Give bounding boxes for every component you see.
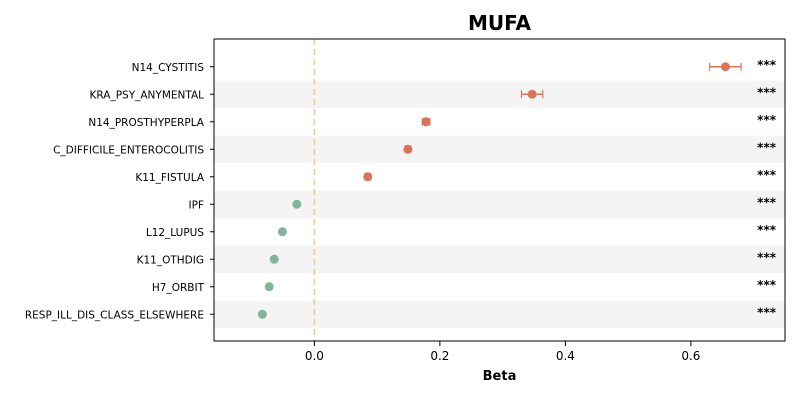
x-axis: 0.0 0.2 0.4 0.6 [305, 341, 700, 363]
significance-label: *** [757, 195, 777, 209]
y-tick-label: L12_LUPUS [146, 227, 204, 239]
significance-label: *** [757, 168, 777, 182]
x-axis-label: Beta [483, 369, 517, 384]
y-tick-label: KRA_PSY_ANYMENTAL [90, 89, 205, 101]
y-tick-label: C_DIFFICILE_ENTEROCOLITIS [53, 144, 204, 156]
x-tick-label: 0.6 [681, 349, 700, 363]
significance-label: *** [757, 140, 777, 154]
y-tick-label: N14_PROSTHYPERPLA [88, 117, 204, 129]
y-tick-label: N14_CYSTITIS [132, 62, 205, 74]
y-tick-label: K11_FISTULA [135, 172, 204, 184]
plot-frame [213, 38, 786, 342]
data-point [421, 117, 431, 127]
data-point [257, 309, 267, 319]
y-tick-label: K11_OTHDIG [137, 254, 204, 266]
data-point [292, 199, 302, 209]
significance-label: *** [757, 223, 777, 237]
row-bands [214, 80, 785, 328]
x-tick-label: 0.0 [305, 349, 324, 363]
significance-label: *** [757, 58, 777, 72]
significance-label: *** [757, 278, 777, 292]
y-tick-labels: N14_CYSTITIS KRA_PSY_ANYMENTAL N14_PROSTHY… [25, 62, 214, 321]
significance-labels: *** *** *** *** *** *** *** *** *** *** [757, 58, 777, 320]
row-band [214, 135, 785, 163]
y-tick-label: IPF [189, 199, 204, 211]
y-tick-label: H7_ORBIT [152, 282, 205, 294]
data-point [403, 144, 413, 154]
row-band [214, 190, 785, 218]
significance-label: *** [757, 113, 777, 127]
y-tick-label: RESP_ILL_DIS_CLASS_ELSEWHERE [25, 309, 204, 321]
data-point [269, 254, 279, 264]
row-band [214, 80, 785, 108]
data-point [264, 282, 274, 292]
x-tick-label: 0.4 [556, 349, 575, 363]
x-tick-label: 0.2 [430, 349, 449, 363]
row-band [214, 300, 785, 328]
significance-label: *** [757, 250, 777, 264]
row-band [214, 245, 785, 273]
data-marks [257, 62, 742, 319]
data-point [277, 227, 287, 237]
data-point [527, 89, 537, 99]
significance-label: *** [757, 305, 777, 319]
chart-title: MUFA [468, 11, 532, 35]
data-point [720, 62, 730, 72]
data-point [363, 172, 373, 182]
significance-label: *** [757, 85, 777, 99]
